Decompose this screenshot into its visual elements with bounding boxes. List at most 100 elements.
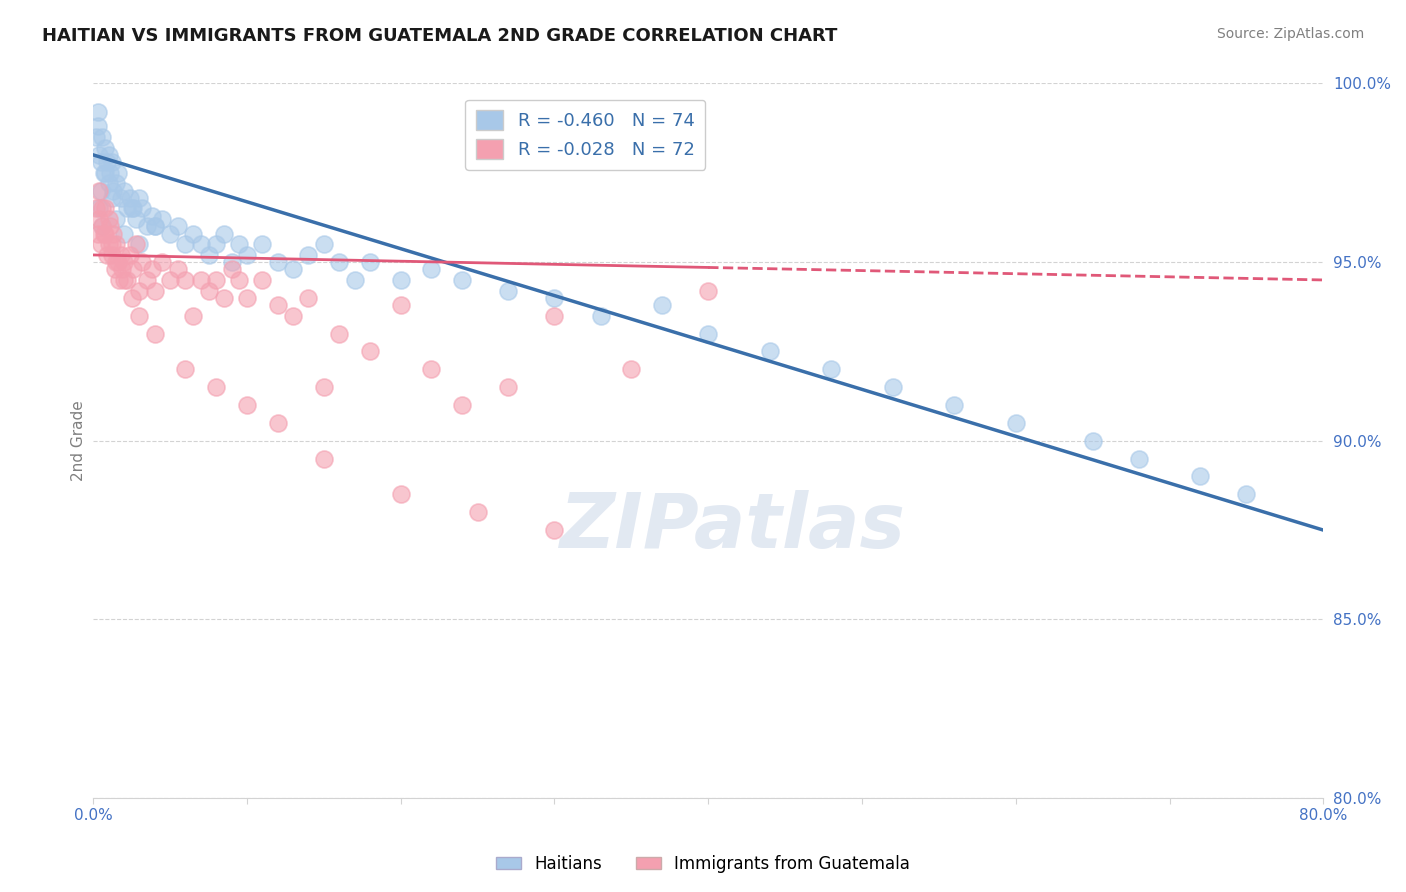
Point [190, 237, 212, 252]
Point [125, 237, 148, 252]
Point [136, 219, 159, 234]
Point [159, 227, 181, 241]
Point [159, 273, 181, 287]
Point [943, 398, 966, 412]
Point [97, 212, 120, 227]
Point [758, 344, 780, 359]
Point [498, 284, 520, 298]
Point [181, 309, 204, 323]
Point [174, 237, 197, 252]
Point [389, 273, 412, 287]
Point [359, 255, 381, 269]
Point [252, 237, 274, 252]
Point [190, 273, 212, 287]
Legend: Haitians, Immigrants from Guatemala: Haitians, Immigrants from Guatemala [489, 848, 917, 880]
Point [112, 255, 135, 269]
Point [543, 309, 565, 323]
Point [112, 273, 135, 287]
Point [141, 262, 163, 277]
Point [236, 248, 259, 262]
Point [120, 248, 142, 262]
Point [205, 237, 228, 252]
Point [128, 191, 150, 205]
Point [212, 227, 235, 241]
Point [96, 248, 118, 262]
Point [197, 284, 219, 298]
Point [121, 291, 143, 305]
Point [143, 219, 166, 234]
Point [543, 291, 565, 305]
Point [97, 237, 120, 252]
Point [281, 309, 304, 323]
Point [150, 255, 173, 269]
Point [228, 273, 250, 287]
Point [94, 166, 117, 180]
Point [108, 273, 131, 287]
Text: Source: ZipAtlas.com: Source: ZipAtlas.com [1216, 27, 1364, 41]
Point [420, 262, 443, 277]
Point [197, 248, 219, 262]
Point [343, 273, 366, 287]
Point [221, 255, 243, 269]
Point [105, 255, 128, 269]
Point [87, 227, 110, 241]
Point [125, 212, 148, 227]
Point [84, 130, 107, 145]
Point [91, 219, 114, 234]
Point [212, 291, 235, 305]
Text: ZIPatlas: ZIPatlas [560, 490, 905, 564]
Point [467, 505, 489, 519]
Point [120, 191, 142, 205]
Point [105, 212, 128, 227]
Point [620, 362, 643, 376]
Point [128, 309, 150, 323]
Point [236, 291, 259, 305]
Point [281, 262, 304, 277]
Point [100, 237, 122, 252]
Point [94, 202, 117, 216]
Point [297, 248, 319, 262]
Point [97, 177, 120, 191]
Point [389, 487, 412, 501]
Point [166, 262, 188, 277]
Point [101, 184, 124, 198]
Point [589, 309, 612, 323]
Point [543, 523, 565, 537]
Point [107, 255, 129, 269]
Point [122, 202, 145, 216]
Point [166, 219, 188, 234]
Point [297, 291, 319, 305]
Point [312, 237, 335, 252]
Point [820, 362, 842, 376]
Point [451, 398, 474, 412]
Point [84, 202, 107, 216]
Point [267, 298, 290, 312]
Point [312, 380, 335, 394]
Point [141, 209, 163, 223]
Point [121, 202, 143, 216]
Point [328, 255, 350, 269]
Point [104, 262, 127, 277]
Point [105, 237, 128, 252]
Point [143, 219, 166, 234]
Point [91, 202, 114, 216]
Point [312, 451, 335, 466]
Point [1004, 416, 1026, 430]
Point [100, 155, 122, 169]
Point [91, 130, 114, 145]
Point [111, 262, 134, 277]
Point [1234, 487, 1257, 501]
Point [651, 298, 673, 312]
Point [115, 202, 138, 216]
Point [89, 184, 111, 198]
Point [122, 262, 145, 277]
Point [143, 284, 166, 298]
Point [1081, 434, 1104, 448]
Point [96, 155, 118, 169]
Point [882, 380, 904, 394]
Point [697, 284, 720, 298]
Point [131, 202, 153, 216]
Point [100, 191, 122, 205]
Point [150, 212, 173, 227]
Point [267, 255, 290, 269]
